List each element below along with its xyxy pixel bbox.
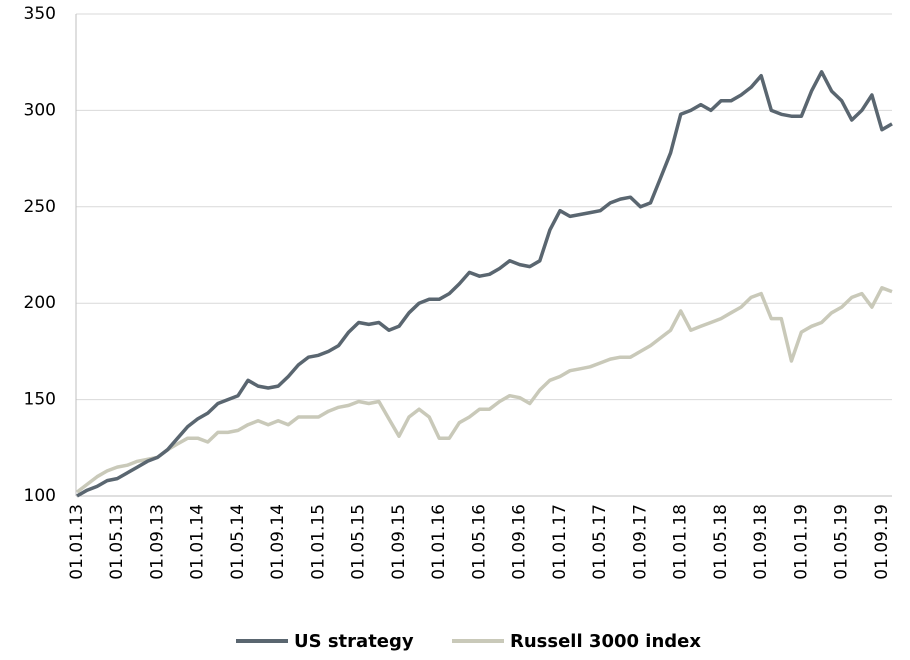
x-tick-label: 01.01.19 [791, 504, 811, 580]
x-tick-label: 01.01.18 [671, 504, 691, 580]
y-tick-label: 350 [24, 4, 56, 24]
x-tick-label: 01.01.15 [308, 504, 328, 580]
y-tick-label: 300 [24, 100, 56, 120]
x-tick-label: 01.09.19 [872, 504, 892, 580]
x-tick-label: 01.05.18 [711, 504, 731, 580]
x-tick-label: 01.09.14 [268, 504, 288, 580]
x-tick-label: 01.05.14 [228, 504, 248, 580]
x-tick-label: 01.09.15 [389, 504, 409, 580]
x-tick-label: 01.05.15 [349, 504, 369, 580]
x-tick-label: 01.01.13 [67, 504, 87, 580]
legend-label: Russell 3000 index [510, 631, 701, 652]
x-tick-label: 01.05.17 [590, 504, 610, 580]
y-tick-label: 100 [24, 486, 56, 506]
x-tick-label: 01.05.16 [469, 504, 489, 580]
x-tick-label: 01.09.13 [147, 504, 167, 580]
x-tick-label: 01.05.19 [832, 504, 852, 580]
y-tick-label: 250 [24, 197, 56, 217]
x-tick-label: 01.01.16 [429, 504, 449, 580]
x-tick-label: 01.09.16 [510, 504, 530, 580]
y-tick-label: 200 [24, 293, 56, 313]
series-line [76, 70, 893, 498]
legend-label: US strategy [294, 631, 414, 652]
series-line [75, 286, 893, 494]
x-tick-label: 01.01.17 [550, 504, 570, 580]
y-tick-label: 150 [24, 390, 56, 410]
x-tick-label: 01.01.14 [188, 504, 208, 580]
x-tick-label: 01.09.17 [630, 504, 650, 580]
x-tick-label: 01.05.13 [107, 504, 127, 580]
x-tick-label: 01.09.18 [751, 504, 771, 580]
